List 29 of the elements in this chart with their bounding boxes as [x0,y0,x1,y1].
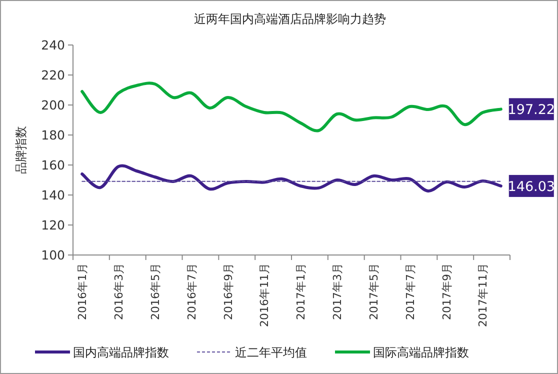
chart-title: 近两年国内高端酒店品牌影响力趋势 [194,12,386,26]
x-tick-label: 2017年11月 [476,263,490,327]
data-label: 197.22 [508,102,556,118]
y-tick-label: 120 [41,218,66,232]
x-tick-label: 2017年3月 [331,263,344,320]
y-tick-label: 220 [41,68,66,82]
x-tick-label: 2016年5月 [148,263,162,320]
y-tick-label: 100 [41,248,66,262]
line-series [80,82,502,132]
legend-label: 国内高端品牌指数 [73,346,169,360]
y-tick-label: 200 [41,98,66,112]
y-tick-label: 240 [41,38,66,52]
legend-label: 近二年平均值 [235,346,307,360]
x-tick-label: 2016年11月 [258,263,272,327]
x-tick-label: 2016年7月 [185,263,198,320]
x-tick-label: 2016年3月 [112,263,126,320]
legend-label: 国际高端品牌指数 [373,346,469,360]
y-tick-label: 180 [41,128,66,142]
x-tick-label: 2017年9月 [440,263,454,320]
line-series [80,164,502,192]
x-tick-label: 2016年1月 [76,263,90,320]
y-axis-title: 品牌指数 [14,126,28,174]
x-tick-label: 2017年7月 [404,263,417,320]
x-tick-label: 2016年9月 [222,263,235,320]
y-tick-label: 160 [41,158,66,172]
y-tick-label: 140 [41,188,66,202]
x-tick-label: 2017年1月 [294,263,308,320]
x-tick-label: 2017年5月 [367,263,380,320]
data-label: 146.03 [508,178,556,195]
